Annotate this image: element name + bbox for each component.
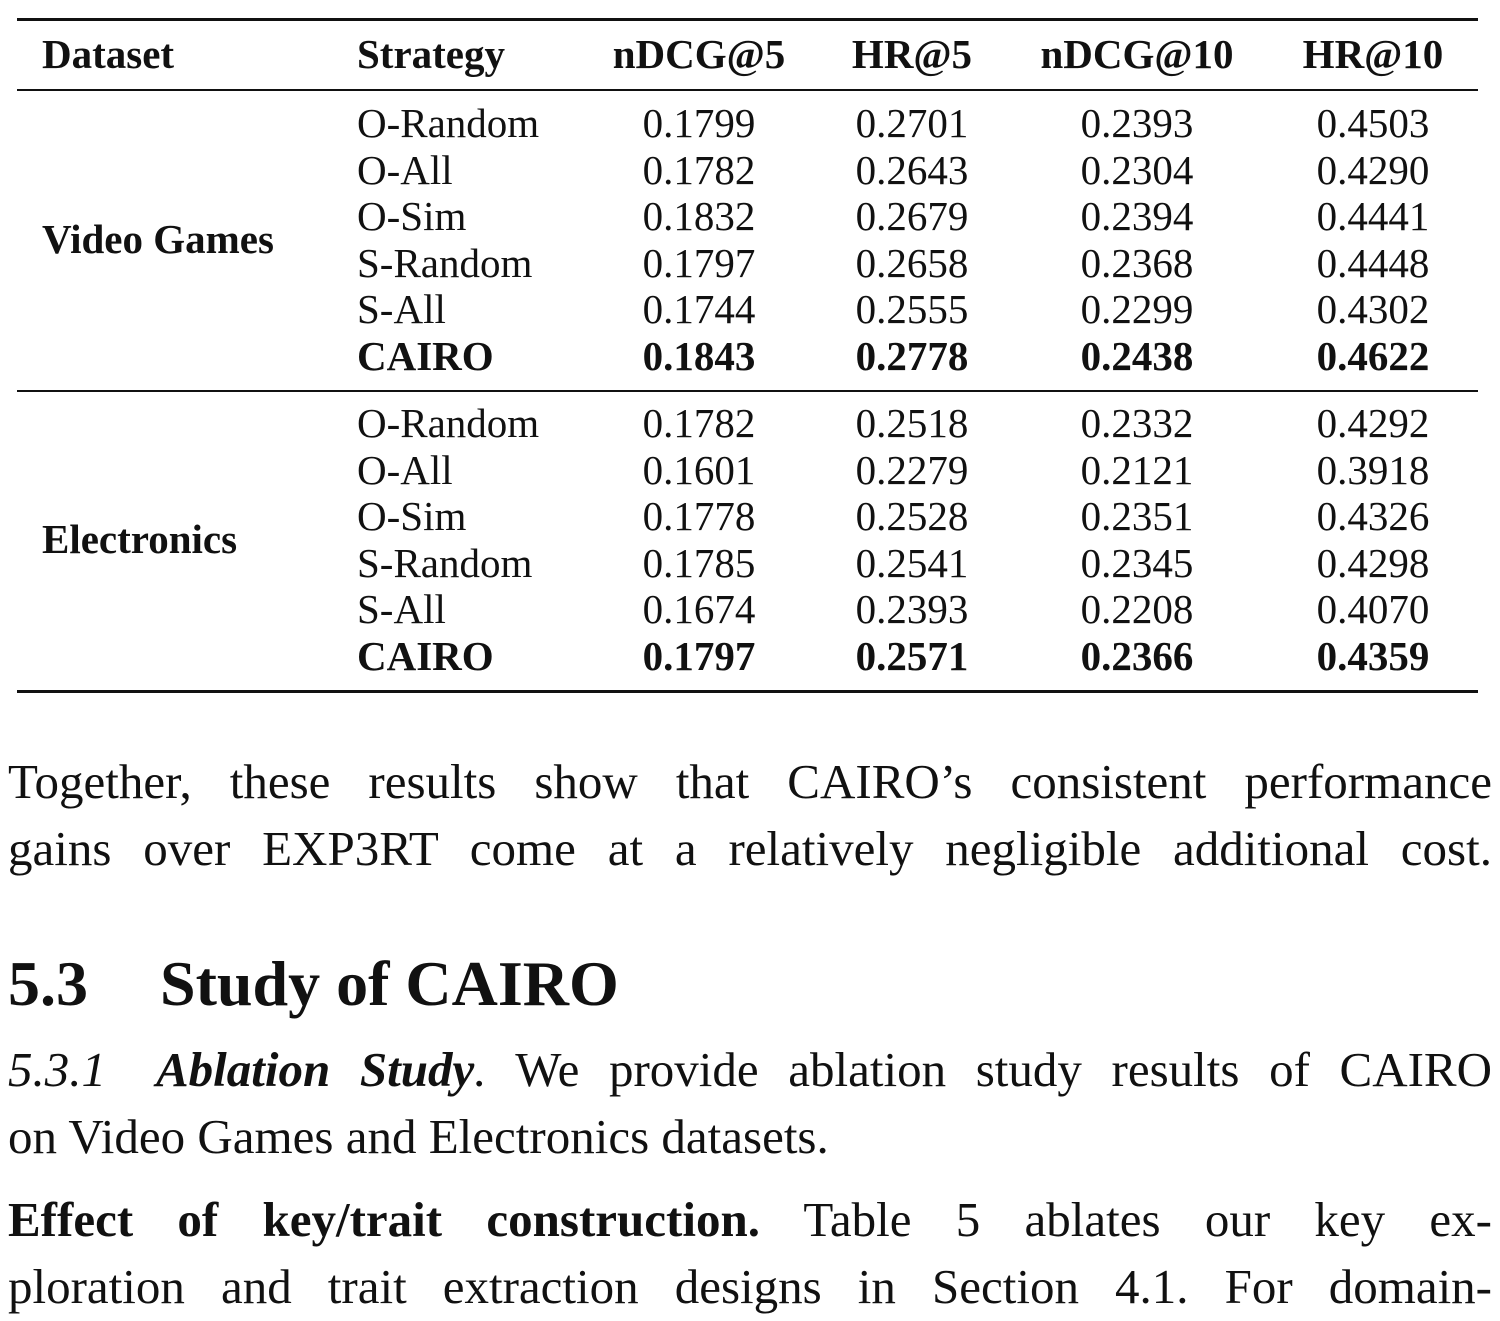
metric-cell: 0.4326 — [1316, 493, 1430, 539]
metric-cell: 0.2332 — [1080, 400, 1194, 446]
strategy-cell: S-All — [357, 586, 446, 632]
metric-cell: 0.2555 — [855, 286, 969, 332]
paragraph-line: ploration and trait extraction designs i… — [8, 1259, 1492, 1314]
metric-cell: 0.2393 — [855, 586, 969, 632]
section-title: Study of CAIRO — [160, 948, 619, 1019]
section-heading: 5.3 Study of CAIRO — [8, 946, 619, 1022]
metric-cell: 0.2345 — [1080, 539, 1194, 586]
subsection-title-punct: . — [474, 1042, 487, 1097]
metric-cell: 0.2701 — [855, 100, 969, 146]
metric-cell: 0.4359 — [1316, 632, 1430, 679]
metric-cell: 0.2679 — [855, 193, 969, 239]
paragraph-lead: Effect of key/trait construction. — [8, 1192, 760, 1247]
header-dataset: Dataset — [42, 31, 175, 77]
strategy-cell: O-Random — [357, 100, 540, 146]
strategy-cell: O-Sim — [357, 493, 467, 539]
dataset-label: Video Games — [42, 216, 274, 263]
subsection-number: 5.3.1 — [8, 1042, 106, 1097]
metric-cell: 0.4070 — [1316, 586, 1430, 632]
metric-cell: 0.1782 — [642, 400, 756, 446]
metric-cell: 0.4441 — [1316, 193, 1430, 239]
header-ndcg10: nDCG@10 — [1040, 31, 1234, 77]
results-summary-paragraph: Together, these results show that CAIRO’… — [8, 748, 1492, 882]
section-number: 5.3 — [8, 948, 88, 1019]
metric-cell: 0.1799 — [642, 100, 756, 146]
strategy-cell: O-Sim — [357, 193, 467, 239]
metric-cell: 0.4298 — [1316, 539, 1430, 586]
metric-cell: 0.2279 — [855, 446, 969, 493]
metric-cell: 0.1832 — [642, 193, 756, 239]
header-hr10: HR@10 — [1302, 31, 1444, 77]
key-trait-paragraph: Effect of key/trait construction. Table … — [8, 1186, 1492, 1320]
metric-cell: 0.2121 — [1080, 446, 1194, 493]
subsection-first-line: 5.3.1 Ablation Study. We provide ablation… — [8, 1036, 1492, 1103]
metric-cell: 0.1782 — [642, 146, 756, 193]
metric-cell: 0.1601 — [642, 446, 756, 493]
table-bottom-rule — [17, 690, 1478, 693]
metric-cell: 0.1797 — [642, 632, 756, 679]
metric-cell: 0.1674 — [642, 586, 756, 632]
metric-cell: 0.4290 — [1316, 146, 1430, 193]
paragraph-line: on Video Games and Electronics datasets. — [8, 1109, 829, 1164]
metric-cell: 0.2208 — [1080, 586, 1194, 632]
strategy-cell: CAIRO — [357, 632, 494, 679]
metric-cell: 0.2366 — [1080, 632, 1194, 679]
metric-cell: 0.2299 — [1080, 286, 1194, 332]
table-top-rule — [17, 18, 1478, 21]
metric-cell: 0.1797 — [642, 239, 756, 286]
metric-cell: 0.2643 — [855, 146, 969, 193]
header-hr5: HR@5 — [851, 31, 973, 77]
metric-cell: 0.4302 — [1316, 286, 1430, 332]
strategy-cell: O-All — [357, 446, 453, 493]
paragraph-text: Table 5 ablates our key ex- — [803, 1192, 1492, 1247]
metric-cell: 0.3918 — [1316, 446, 1430, 493]
paragraph-line: gains over EXP3RT come at a relatively n… — [8, 821, 1492, 876]
strategy-cell: CAIRO — [357, 332, 494, 379]
metric-cell: 0.1785 — [642, 539, 756, 586]
metric-cell: 0.2778 — [855, 332, 969, 379]
metric-cell: 0.2518 — [855, 400, 969, 446]
metric-cell: 0.1778 — [642, 493, 756, 539]
strategy-cell: S-All — [357, 286, 446, 332]
metric-cell: 0.4622 — [1316, 332, 1430, 379]
strategy-cell: S-Random — [357, 239, 533, 286]
subsection-paragraph: 5.3.1 Ablation Study. We provide ablation… — [8, 1036, 1492, 1170]
metric-cell: 0.2304 — [1080, 146, 1194, 193]
metric-cell: 0.2368 — [1080, 239, 1194, 286]
metric-cell: 0.2528 — [855, 493, 969, 539]
metric-cell: 0.2658 — [855, 239, 969, 286]
metric-cell: 0.4503 — [1316, 100, 1430, 146]
metric-cell: 0.4292 — [1316, 400, 1430, 446]
subsection-title: Ablation Study — [156, 1042, 475, 1097]
metric-cell: 0.2438 — [1080, 332, 1194, 379]
table-header-rule — [17, 89, 1478, 91]
metric-cell: 0.2351 — [1080, 493, 1194, 539]
header-strategy: Strategy — [357, 31, 506, 77]
paragraph-line: Together, these results show that CAIRO’… — [8, 754, 1492, 809]
strategy-cell: O-All — [357, 146, 453, 193]
metric-cell: 0.2394 — [1080, 193, 1194, 239]
metric-cell: 0.2393 — [1080, 100, 1194, 146]
paragraph-first-line: Effect of key/trait construction. Table … — [8, 1186, 1492, 1253]
strategy-cell: O-Random — [357, 400, 540, 446]
dataset-label: Electronics — [42, 516, 238, 563]
subsection-text: We provide ablation study results of CAI… — [515, 1042, 1492, 1097]
metric-cell: 0.1843 — [642, 332, 756, 379]
strategy-cell: S-Random — [357, 539, 533, 586]
table-group-rule — [17, 390, 1478, 392]
metric-cell: 0.2571 — [855, 632, 969, 679]
metric-cell: 0.4448 — [1316, 239, 1430, 286]
metric-cell: 0.2541 — [855, 539, 969, 586]
header-ndcg5: nDCG@5 — [612, 31, 786, 77]
metric-cell: 0.1744 — [642, 286, 756, 332]
